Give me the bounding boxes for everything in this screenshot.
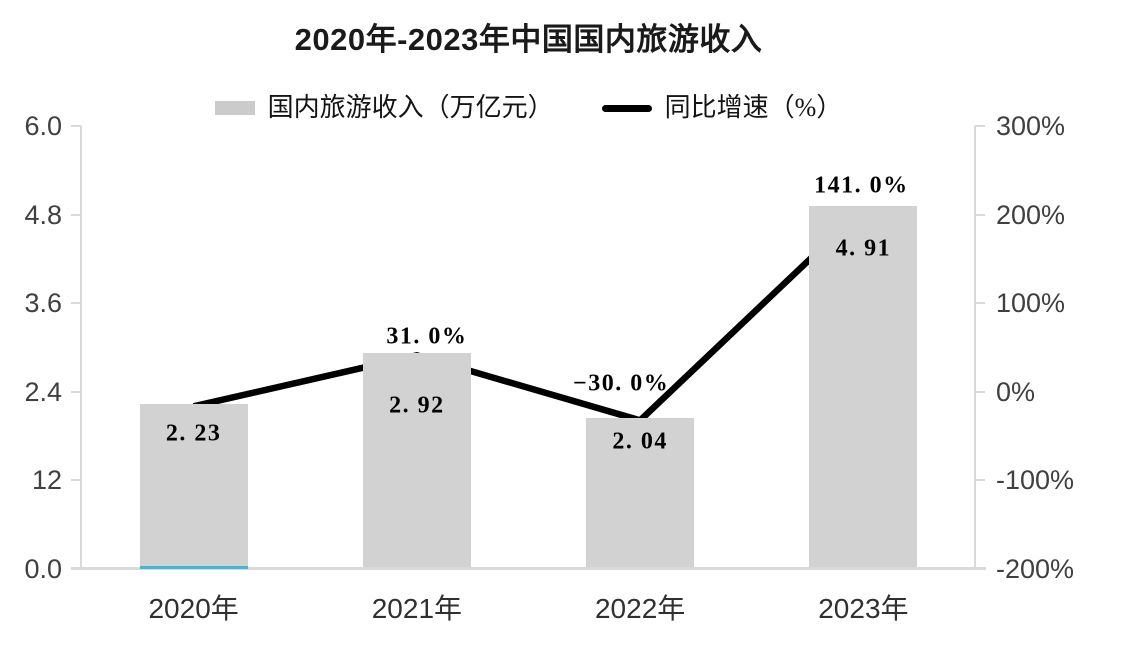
right-axis-tick-label: 200% (996, 199, 1066, 230)
bar-data-label-2022年: 2. 04 (612, 428, 668, 455)
right-axis-tick-label: -200% (996, 554, 1075, 584)
right-axis-tick-label: 0% (996, 376, 1036, 407)
left-axis-tick-label: 3.6 (24, 288, 62, 319)
left-tick (71, 302, 81, 305)
plot-area: 2. 23 2. 92 31. 0% 2. 04 −30. 0% 4. 91 141. 0% (82, 126, 975, 569)
growth-line-svg (192, 206, 866, 425)
x-axis-label-2021年: 2021年 (371, 593, 463, 624)
growth-data-label-2023年: 141. 0% (814, 172, 909, 199)
growth-data-label-2021年: 31. 0% (386, 323, 468, 350)
legend-item-growth: 同比增速（%） (601, 93, 843, 123)
bar-2021年 (362, 353, 471, 569)
x-axis-label-2022年: 2022年 (594, 593, 686, 624)
right-tick (975, 568, 985, 570)
right-axis-tick-label: 300% (996, 111, 1066, 141)
left-axis-tick-label: 2.4 (24, 376, 62, 407)
right-tick (975, 302, 985, 305)
legend-item-revenue: 国内旅游收入（万亿元） (214, 93, 554, 123)
x-axis-label-2023年: 2023年 (818, 593, 909, 624)
x-axis-label-2020年: 2020年 (148, 593, 239, 624)
bar-2020年 (139, 404, 248, 569)
bar-data-label-2020年: 2. 23 (165, 420, 222, 447)
left-tick (71, 568, 81, 570)
bar-2022年 (586, 418, 695, 569)
bar-2023年 (809, 206, 918, 569)
x-axis-line (71, 567, 986, 570)
growth-line (192, 206, 866, 425)
right-tick (975, 390, 985, 393)
right-tick (975, 125, 985, 127)
bar-legend-swatch-icon (214, 101, 255, 115)
right-tick (975, 213, 985, 216)
legend-label-revenue: 国内旅游收入（万亿元） (267, 93, 554, 122)
cyan-strip-under-2020-bar (139, 566, 248, 569)
left-tick (71, 213, 81, 216)
left-tick (71, 479, 81, 482)
chart-title: 2020年-2023年中国国内旅游收入 (294, 22, 763, 57)
left-axis-tick-label: 6.0 (24, 111, 62, 141)
left-axis-tick-label: 4.8 (24, 199, 62, 230)
right-axis-tick-label: 100% (996, 288, 1066, 319)
legend-label-growth: 同比增速（%） (664, 93, 843, 122)
line-legend-swatch-icon (601, 104, 652, 112)
bar-data-label-2021年: 2. 92 (389, 392, 445, 419)
growth-data-label-2022年: −30. 0% (573, 370, 670, 397)
legend: 国内旅游收入（万亿元） 同比增速（%） (82, 92, 975, 124)
bar-data-label-2023年: 4. 91 (835, 235, 892, 262)
left-axis-tick-label: 0.0 (24, 554, 62, 584)
left-tick (71, 125, 81, 127)
left-axis-tick-label: 12 (31, 465, 62, 496)
right-tick (975, 479, 985, 482)
left-axis-line (80, 126, 82, 569)
left-tick (71, 390, 81, 393)
right-axis-tick-label: -100% (996, 465, 1075, 496)
right-axis-line (974, 126, 976, 569)
